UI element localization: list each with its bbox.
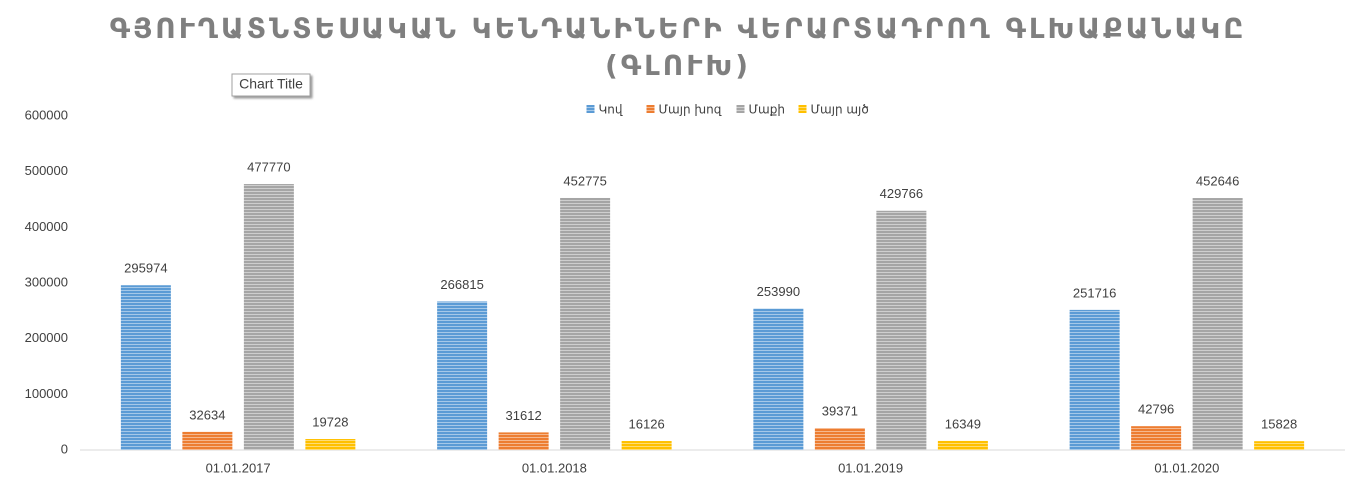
chart-title: (ԳԼՈՒԽ): [605, 49, 751, 82]
data-label: 295974: [124, 261, 167, 276]
bar: [437, 301, 488, 450]
bar: [560, 197, 611, 450]
bar: [621, 441, 672, 450]
y-tick-label: 600000: [25, 107, 68, 122]
x-tick-label: 01.01.2020: [1154, 460, 1219, 475]
data-label: 251716: [1073, 285, 1116, 300]
data-label: 16349: [945, 416, 981, 431]
data-label: 16126: [629, 416, 665, 431]
x-tick-label: 01.01.2018: [522, 460, 587, 475]
bar: [182, 431, 233, 450]
y-tick-label: 100000: [25, 386, 68, 401]
bar: [876, 210, 927, 450]
x-tick-label: 01.01.2019: [838, 460, 903, 475]
data-label: 31612: [506, 408, 542, 423]
data-label: 19728: [312, 414, 348, 429]
legend-label: Մայր խոզ: [659, 103, 722, 117]
y-tick-label: 300000: [25, 274, 68, 289]
data-label: 253990: [757, 284, 800, 299]
data-label: 39371: [822, 404, 858, 419]
bar: [120, 285, 171, 450]
y-tick-label: 200000: [25, 330, 68, 345]
legend-label: Մայր այծ: [811, 103, 869, 117]
bar: [305, 439, 356, 450]
data-label: 42796: [1138, 402, 1174, 417]
legend-label: Կով: [599, 103, 623, 117]
data-label: 429766: [880, 186, 923, 201]
data-label: 15828: [1261, 417, 1297, 432]
bar: [937, 440, 988, 450]
chart-title: ԳՅՈՒՂԱՏՆՏԵՍԱԿԱՆ ԿԵՆԴԱՆԻՆԵՐԻ ՎԵՐԱՐՏԱԴՐՈՂ …: [110, 12, 1247, 45]
data-label: 477770: [247, 159, 290, 174]
annotation: Chart Title: [239, 76, 303, 92]
data-label: 452775: [563, 173, 606, 188]
x-tick-label: 01.01.2017: [206, 460, 271, 475]
y-tick-label: 0: [61, 441, 68, 456]
bar: [1192, 198, 1243, 450]
bar: [498, 432, 549, 450]
y-tick-label: 400000: [25, 219, 68, 234]
bar: [243, 184, 294, 450]
annotation-box: [231, 73, 311, 97]
legend-swatch: [798, 105, 807, 113]
legend-swatch: [736, 105, 745, 113]
legend-swatch: [646, 105, 655, 113]
legend-label: Մաքի: [749, 103, 785, 117]
data-label: 32634: [189, 407, 225, 422]
bar: [1254, 441, 1305, 450]
legend-swatch: [586, 105, 595, 113]
bar: [1069, 309, 1120, 450]
bar: [1131, 426, 1182, 450]
y-tick-label: 500000: [25, 163, 68, 178]
data-label: 266815: [440, 277, 483, 292]
bar: [814, 428, 865, 450]
data-label: 452646: [1196, 173, 1239, 188]
bar: [753, 308, 804, 450]
